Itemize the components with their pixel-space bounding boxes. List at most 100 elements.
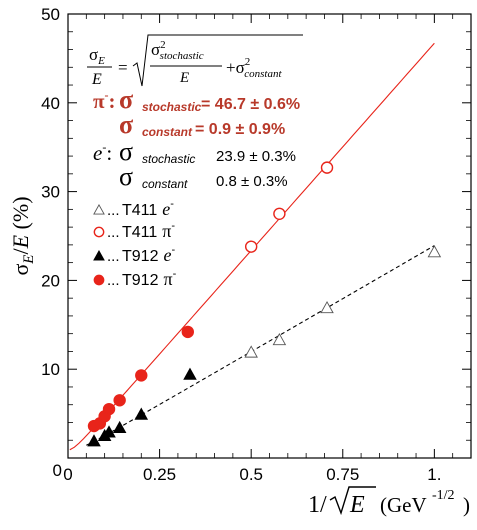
data-points: [87, 161, 442, 447]
x-label-prefix: 1/: [308, 492, 327, 518]
electron-stochastic-label: stochastic: [142, 152, 195, 166]
electron-particle: e: [93, 141, 102, 165]
formula-radicand-sup: 2: [160, 39, 166, 51]
axis-tick-labels: 0 0.25 0.5 0.75 1. 10 20 30 40 50 0: [41, 5, 441, 484]
legend-label: T411 π-: [122, 220, 175, 241]
legend-particle: π: [163, 269, 172, 289]
legend-marker-open-circle: [93, 226, 105, 238]
legend-particle: π: [162, 221, 171, 241]
legend-marker-open-triangle: [93, 203, 105, 215]
x-label-close: ): [463, 493, 470, 517]
y-label-unit: (%): [8, 196, 33, 234]
formula-plus-constant: +σ2 constant: [226, 56, 282, 80]
formula-radicand-denominator: E: [179, 70, 189, 86]
data-point-open-triangle: [244, 345, 258, 358]
x-tick-label: 0.5: [239, 465, 263, 484]
y-tick-label: 40: [41, 94, 60, 113]
x-label-unit: (GeV: [380, 493, 427, 517]
legend-particle: e: [162, 199, 170, 219]
electron-stochastic-sigma: σ: [119, 137, 133, 166]
formula-plus-sub: constant: [244, 68, 282, 80]
electron-fit-annotation: e-: σ stochastic 23.9 ± 0.3% σ constant …: [93, 137, 296, 191]
pion-stochastic-label: stochastic: [142, 100, 202, 114]
pion-stochastic-value: = 46.7 ± 0.6%: [201, 96, 300, 113]
data-point-open-triangle: [272, 332, 287, 346]
x-axis-label: 1/ E (GeV -1/2 ): [308, 486, 470, 518]
y-axis-label: σE/E (%): [8, 196, 37, 275]
y-label-sub: E: [21, 255, 37, 265]
data-point-filled-circle: [135, 369, 148, 382]
legend-dots: ...: [107, 272, 120, 289]
pion-constant-value: = 0.9 ± 0.9%: [195, 121, 285, 138]
data-point-filled-circle: [102, 402, 116, 416]
legend-dots: ...: [107, 224, 120, 241]
legend-entry: ... T912 e-: [93, 244, 175, 265]
data-point-filled-circle: [181, 325, 195, 339]
legend-beam: T912: [122, 272, 159, 289]
axis-ticks: [67, 13, 471, 458]
pion-colon: :: [109, 89, 116, 113]
resolution-formula: σE E = σ2 stochastic E +σ2 constant: [87, 34, 303, 88]
legend-charge: -: [171, 244, 175, 256]
data-point-open-circle: [273, 207, 286, 221]
formula-radicand-sub: stochastic: [160, 50, 204, 62]
x-label-var: E: [349, 492, 365, 518]
legend-entry: ... T912 π-: [93, 268, 177, 289]
legend-marker-filled-circle: [93, 274, 105, 286]
pion-constant-sigma: σ: [119, 110, 133, 139]
legend-label: T411 e-: [122, 198, 174, 219]
electron-constant-label: constant: [142, 177, 188, 191]
data-point-filled-triangle: [87, 434, 101, 447]
y-tick-label: 10: [41, 360, 60, 379]
formula-plus-sup: 2: [245, 56, 251, 68]
legend-label: T912 e-: [122, 244, 175, 265]
x-label-sqrt-sign: [329, 486, 376, 516]
y-tick-label: 20: [41, 271, 60, 290]
data-point-open-triangle: [320, 301, 334, 314]
legend-beam: T411: [122, 202, 157, 219]
data-point-filled-triangle: [134, 407, 149, 420]
x-tick-label: 0: [63, 465, 72, 484]
pion-charge: -: [105, 88, 109, 102]
pion-particle: π: [93, 89, 105, 113]
formula-lhs-numerator: σE: [89, 45, 105, 67]
electron-stochastic-value: 23.9 ± 0.3%: [216, 148, 296, 165]
pion-fit-annotation: π-: σ stochastic = 46.7 ± 0.6% σ constan…: [93, 85, 300, 139]
formula-lhs-sub: E: [97, 55, 105, 67]
y-label-sigma: σ: [8, 264, 33, 276]
x-tick-label: 0.25: [143, 465, 176, 484]
x-label-exponent: -1/2: [432, 488, 455, 503]
electron-constant-value: 0.8 ± 0.3%: [216, 173, 288, 190]
legend-label: T912 π-: [122, 268, 177, 289]
electron-charge: -: [102, 140, 106, 154]
y-tick-label: 50: [41, 5, 60, 24]
legend-marker-filled-triangle: [93, 249, 105, 261]
legend-charge: -: [171, 220, 175, 232]
x-tick-label: 0.75: [326, 465, 359, 484]
electron-colon: :: [106, 141, 112, 165]
legend-dots: ...: [107, 202, 120, 219]
legend: ... T411 e-... T411 π-... T912 e-... T912 π-: [93, 198, 177, 289]
data-point-filled-triangle: [102, 425, 116, 438]
legend-dots: ...: [107, 248, 120, 265]
legend-entry: ... T411 π-: [93, 220, 175, 241]
legend-charge: -: [173, 268, 177, 280]
pion-particle-label: π-:: [93, 88, 116, 113]
data-point-filled-circle: [113, 394, 126, 407]
y-tick-label: 30: [41, 183, 60, 202]
formula-lhs-sigma: σ: [89, 45, 98, 64]
legend-particle: e: [163, 245, 171, 265]
data-point-open-circle: [320, 161, 334, 174]
x-tick-label: 1.: [427, 465, 441, 484]
formula-equals: =: [118, 58, 128, 77]
data-point-filled-triangle: [183, 367, 197, 380]
legend-entry: ... T411 e-: [93, 198, 174, 219]
y-label-slash: /: [8, 248, 33, 255]
origin-tick-label: 0: [53, 461, 62, 480]
data-point-open-circle: [244, 240, 258, 253]
legend-beam: T912: [122, 248, 159, 265]
formula-plus-sigma: +σ: [226, 58, 245, 77]
pion-constant-label: constant: [142, 125, 193, 139]
legend-beam: T411: [122, 224, 157, 241]
electron-particle-label: e-:: [93, 140, 112, 165]
